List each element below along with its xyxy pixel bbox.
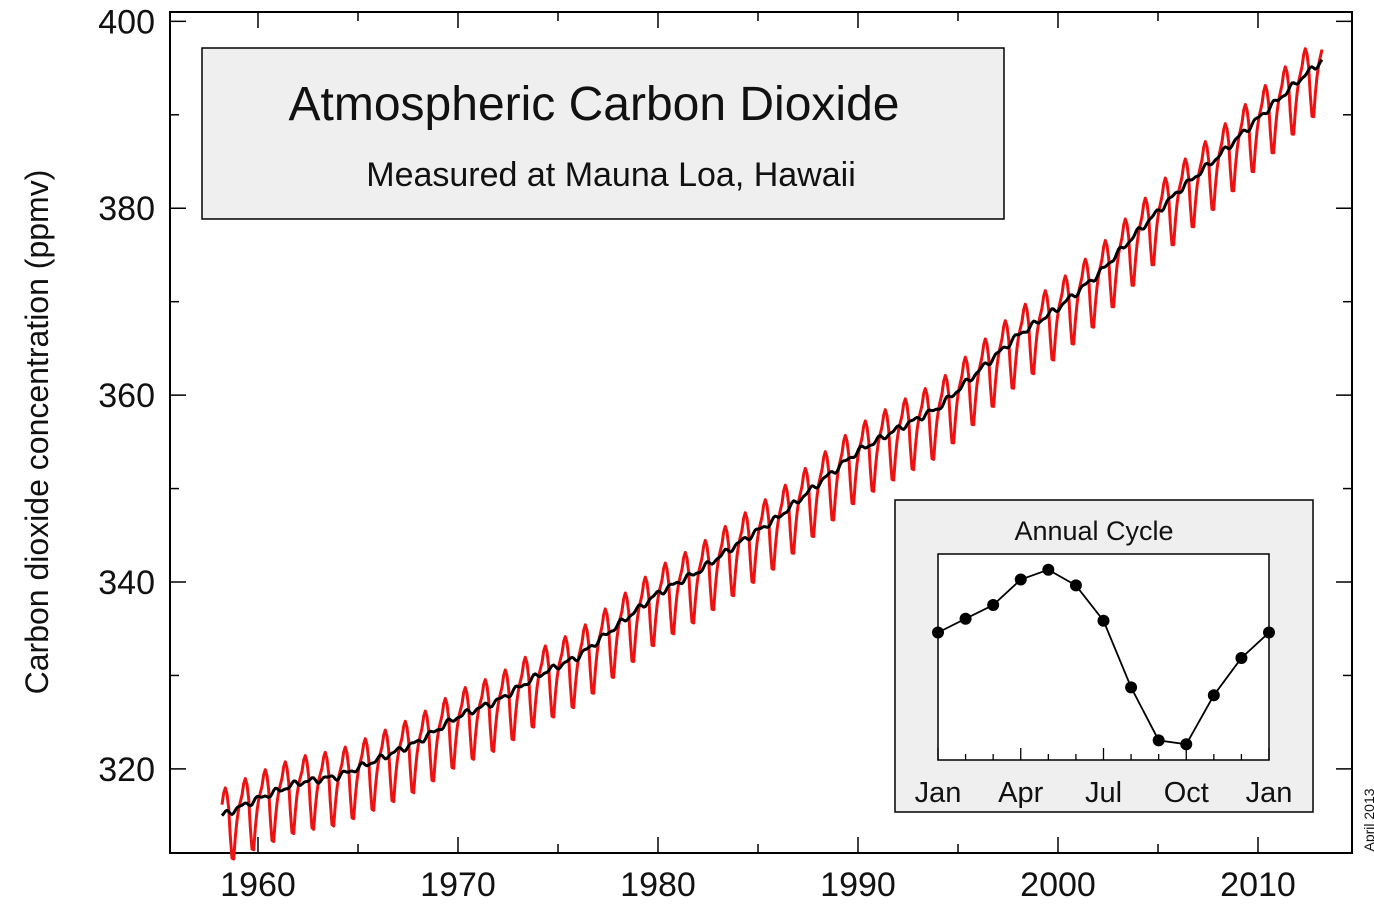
annual-cycle-point [1180, 738, 1193, 751]
x-tick-label: 1980 [620, 866, 696, 904]
annual-cycle-points [932, 563, 1275, 751]
annual-cycle-point [987, 599, 1000, 612]
annual-cycle-point [1263, 626, 1275, 639]
annual-cycle-point [1207, 689, 1220, 702]
inset-title: Annual Cycle [1014, 516, 1173, 546]
inset-x-ticks: Jan Apr Jul Oct Jan [915, 748, 1293, 809]
title-box [201, 47, 1005, 220]
annual-cycle-point [932, 626, 944, 639]
annual-cycle-point [1235, 651, 1248, 664]
annual-cycle-point [1014, 573, 1027, 586]
monthly-co2-series-line [220, 47, 1324, 861]
annual-cycle-point [1125, 681, 1138, 694]
annual-cycle-point [1097, 614, 1110, 627]
x-axis-ticks: 1960 1970 1980 1990 2000 2010 [220, 12, 1296, 904]
y-tick-label: 400 [98, 3, 155, 41]
inset-tick-label: Jan [915, 777, 962, 809]
inset-plot-frame [937, 553, 1270, 761]
y-tick-label: 380 [98, 190, 155, 228]
trend-co2-series-line [220, 58, 1324, 817]
y-tick-label: 320 [98, 751, 155, 789]
y-tick-label: 360 [98, 377, 155, 415]
x-tick-label: 1960 [220, 866, 296, 904]
chart-title: Atmospheric Carbon Dioxide [289, 78, 900, 131]
x-tick-label: 1990 [820, 866, 896, 904]
annual-cycle-point [1152, 734, 1165, 747]
x-tick-label: 2010 [1220, 866, 1296, 904]
plot-frame [169, 11, 1353, 854]
x-tick-label: 1970 [420, 866, 496, 904]
chart-subtitle: Measured at Mauna Loa, Hawaii [366, 156, 856, 194]
x-tick-label: 2000 [1020, 866, 1096, 904]
y-tick-label: 340 [98, 564, 155, 602]
y-axis-ticks: 320 340 360 380 400 [98, 3, 1352, 789]
annual-cycle-point [959, 612, 972, 625]
y-axis-title: Carbon dioxide concentration (ppmv) [19, 170, 55, 695]
inset-tick-label: Jul [1085, 777, 1122, 809]
inset-tick-label: Apr [998, 777, 1043, 809]
inset-tick-label: Oct [1164, 777, 1209, 809]
annual-cycle-point [1069, 579, 1082, 592]
inset-tick-label: Jan [1246, 777, 1293, 809]
annual-cycle-point [1042, 563, 1055, 576]
date-stamp: April 2013 [1361, 788, 1374, 851]
